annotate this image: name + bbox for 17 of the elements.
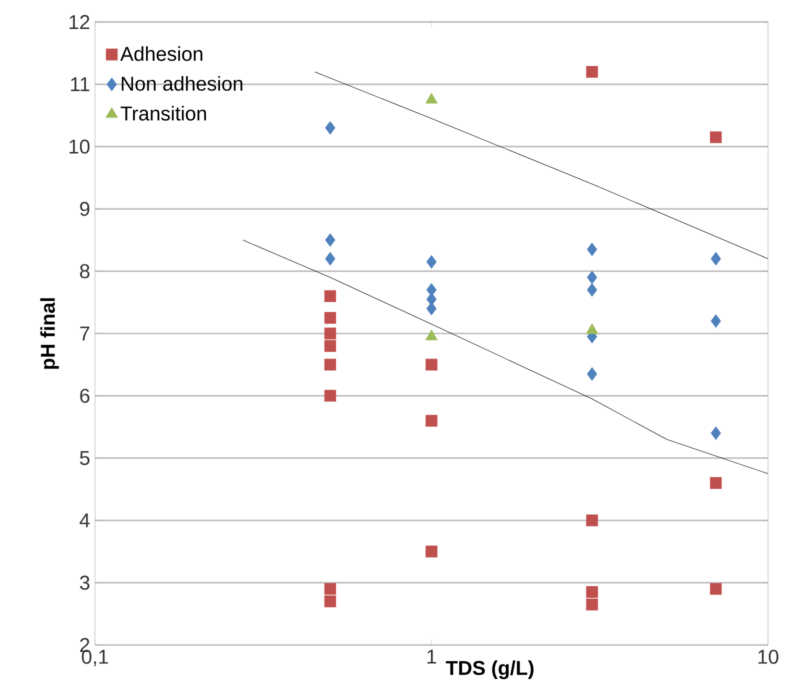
x-tick-label: 1 (427, 650, 436, 664)
y-tick-label: 11 (71, 77, 90, 92)
y-tick-label: 5 (80, 451, 90, 466)
y-tick-label: 10 (70, 140, 90, 154)
y-axis-title: pH final (40, 298, 59, 369)
y-tick-label: 7 (80, 326, 90, 340)
legend-label: Adhesion (120, 46, 202, 61)
x-axis-title: TDS (g/L) (446, 660, 534, 680)
legend-label: Non adhesion (122, 76, 242, 91)
legend-label: Transition (120, 106, 206, 121)
y-tick-label: 12 (70, 15, 90, 29)
y-tick-label: 6 (80, 388, 90, 403)
y-tick-label: 3 (80, 576, 90, 590)
y-tick-label: 4 (80, 514, 90, 528)
y-tick-label: 8 (80, 264, 90, 278)
y-tick-label: 9 (80, 202, 90, 216)
x-tick-label: 10 (758, 650, 778, 664)
